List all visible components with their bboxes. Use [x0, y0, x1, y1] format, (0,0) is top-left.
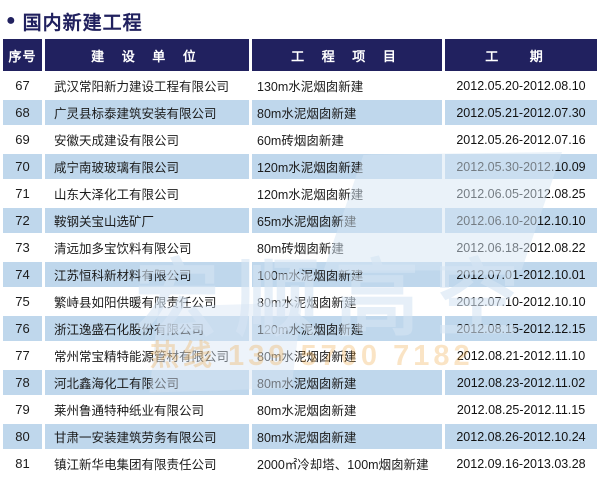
company-cell: 武汉常阳新力建设工程有限公司 — [45, 73, 249, 98]
table-row: 70 咸宁南玻玻璃有限公司 120m水泥烟囱新建 2012.05.30-2012… — [3, 154, 597, 179]
project-cell: 80m砖烟囱新建 — [252, 235, 442, 260]
company-cell: 浙江逸盛石化股份有限公司 — [45, 316, 249, 341]
table-row: 81 镇江新华电集团有限责任公司 2000㎡冷却塔、100m烟囱新建 2012.… — [3, 451, 597, 476]
project-cell: 80m水泥烟囱新建 — [252, 289, 442, 314]
header-serial-number: 序号 — [3, 39, 42, 71]
row-number-cell: 79 — [3, 397, 42, 422]
projects-table: 序号 建 设 单 位 工 程 项 目 工 期 67 武汉常阳新力建设工程有限公司… — [0, 37, 600, 478]
company-cell: 河北鑫海化工有限公司 — [45, 370, 249, 395]
table-row: 76 浙江逸盛石化股份有限公司 120m水泥烟囱新建 2012.08.15-20… — [3, 316, 597, 341]
table-row: 68 广灵县标泰建筑安装有限公司 80m水泥烟囱新建 2012.05.21-20… — [3, 100, 597, 125]
table-row: 71 山东大泽化工有限公司 120m水泥烟囱新建 2012.06.05-2012… — [3, 181, 597, 206]
project-cell: 65m水泥烟囱新建 — [252, 208, 442, 233]
company-cell: 广灵县标泰建筑安装有限公司 — [45, 100, 249, 125]
project-cell: 120m水泥烟囱新建 — [252, 316, 442, 341]
period-cell: 2012.05.26-2012.07.16 — [445, 127, 597, 152]
row-number-cell: 78 — [3, 370, 42, 395]
period-cell: 2012.08.15-2012.12.15 — [445, 316, 597, 341]
project-cell: 80m水泥烟囱新建 — [252, 397, 442, 422]
row-number-cell: 80 — [3, 424, 42, 449]
table-row: 69 安徽天成建设有限公司 60m砖烟囱新建 2012.05.26-2012.0… — [3, 127, 597, 152]
table-row: 72 鞍钢关宝山选矿厂 65m水泥烟囱新建 2012.06.10-2012.10… — [3, 208, 597, 233]
company-cell: 莱州鲁通特种纸业有限公司 — [45, 397, 249, 422]
header-project-item: 工 程 项 目 — [252, 39, 442, 71]
company-cell: 安徽天成建设有限公司 — [45, 127, 249, 152]
row-number-cell: 73 — [3, 235, 42, 260]
company-cell: 咸宁南玻玻璃有限公司 — [45, 154, 249, 179]
project-cell: 130m水泥烟囱新建 — [252, 73, 442, 98]
period-cell: 2012.08.26-2012.10.24 — [445, 424, 597, 449]
row-number-cell: 74 — [3, 262, 42, 287]
project-cell: 80m水泥烟囱新建 — [252, 424, 442, 449]
table-row: 73 清远加多宝饮料有限公司 80m砖烟囱新建 2012.06.18-2012.… — [3, 235, 597, 260]
row-number-cell: 71 — [3, 181, 42, 206]
company-cell: 繁峙县如阳供暖有限责任公司 — [45, 289, 249, 314]
row-number-cell: 77 — [3, 343, 42, 368]
project-cell: 80m水泥烟囱新建 — [252, 343, 442, 368]
row-number-cell: 76 — [3, 316, 42, 341]
period-cell: 2012.09.16-2013.03.28 — [445, 451, 597, 476]
table-row: 77 常州常宝精特能源管材有限公司 80m水泥烟囱新建 2012.08.21-2… — [3, 343, 597, 368]
bullet-icon: ● — [6, 12, 16, 29]
project-cell: 2000㎡冷却塔、100m烟囱新建 — [252, 451, 442, 476]
table-row: 79 莱州鲁通特种纸业有限公司 80m水泥烟囱新建 2012.08.25-201… — [3, 397, 597, 422]
period-cell: 2012.05.21-2012.07.30 — [445, 100, 597, 125]
table-row: 80 甘肃一安装建筑劳务有限公司 80m水泥烟囱新建 2012.08.26-20… — [3, 424, 597, 449]
row-number-cell: 68 — [3, 100, 42, 125]
table-row: 78 河北鑫海化工有限公司 80m水泥烟囱新建 2012.08.23-2012.… — [3, 370, 597, 395]
company-cell: 镇江新华电集团有限责任公司 — [45, 451, 249, 476]
period-cell: 2012.05.30-2012.10.09 — [445, 154, 597, 179]
row-number-cell: 75 — [3, 289, 42, 314]
period-cell: 2012.08.23-2012.11.02 — [445, 370, 597, 395]
period-cell: 2012.08.21-2012.11.10 — [445, 343, 597, 368]
table-body: 67 武汉常阳新力建设工程有限公司 130m水泥烟囱新建 2012.05.20-… — [3, 73, 597, 476]
project-cell: 80m水泥烟囱新建 — [252, 370, 442, 395]
header-construction-unit: 建 设 单 位 — [45, 39, 249, 71]
header-construction-period: 工 期 — [445, 39, 597, 71]
project-cell: 80m水泥烟囱新建 — [252, 100, 442, 125]
period-cell: 2012.08.25-2012.11.15 — [445, 397, 597, 422]
period-cell: 2012.05.20-2012.08.10 — [445, 73, 597, 98]
company-cell: 甘肃一安装建筑劳务有限公司 — [45, 424, 249, 449]
row-number-cell: 81 — [3, 451, 42, 476]
company-cell: 常州常宝精特能源管材有限公司 — [45, 343, 249, 368]
company-cell: 江苏恒科新材料有限公司 — [45, 262, 249, 287]
table-row: 75 繁峙县如阳供暖有限责任公司 80m水泥烟囱新建 2012.07.10-20… — [3, 289, 597, 314]
row-number-cell: 69 — [3, 127, 42, 152]
page-title-text: 国内新建工程 — [22, 12, 143, 34]
page: ● 国内新建工程 序号 建 设 单 位 工 程 项 目 工 期 67 武汉常阳新… — [0, 0, 600, 478]
project-cell: 120m水泥烟囱新建 — [252, 181, 442, 206]
period-cell: 2012.06.18-2012.08.22 — [445, 235, 597, 260]
row-number-cell: 70 — [3, 154, 42, 179]
table-row: 67 武汉常阳新力建设工程有限公司 130m水泥烟囱新建 2012.05.20-… — [3, 73, 597, 98]
project-cell: 100m水泥烟囱新建 — [252, 262, 442, 287]
row-number-cell: 72 — [3, 208, 42, 233]
project-cell: 120m水泥烟囱新建 — [252, 154, 442, 179]
company-cell: 清远加多宝饮料有限公司 — [45, 235, 249, 260]
period-cell: 2012.07.01-2012.10.01 — [445, 262, 597, 287]
period-cell: 2012.07.10-2012.10.10 — [445, 289, 597, 314]
row-number-cell: 67 — [3, 73, 42, 98]
table-row: 74 江苏恒科新材料有限公司 100m水泥烟囱新建 2012.07.01-201… — [3, 262, 597, 287]
table-header-row: 序号 建 设 单 位 工 程 项 目 工 期 — [3, 39, 597, 71]
period-cell: 2012.06.10-2012.10.10 — [445, 208, 597, 233]
company-cell: 鞍钢关宝山选矿厂 — [45, 208, 249, 233]
project-cell: 60m砖烟囱新建 — [252, 127, 442, 152]
period-cell: 2012.06.05-2012.08.25 — [445, 181, 597, 206]
company-cell: 山东大泽化工有限公司 — [45, 181, 249, 206]
page-title: ● 国内新建工程 — [0, 0, 600, 36]
